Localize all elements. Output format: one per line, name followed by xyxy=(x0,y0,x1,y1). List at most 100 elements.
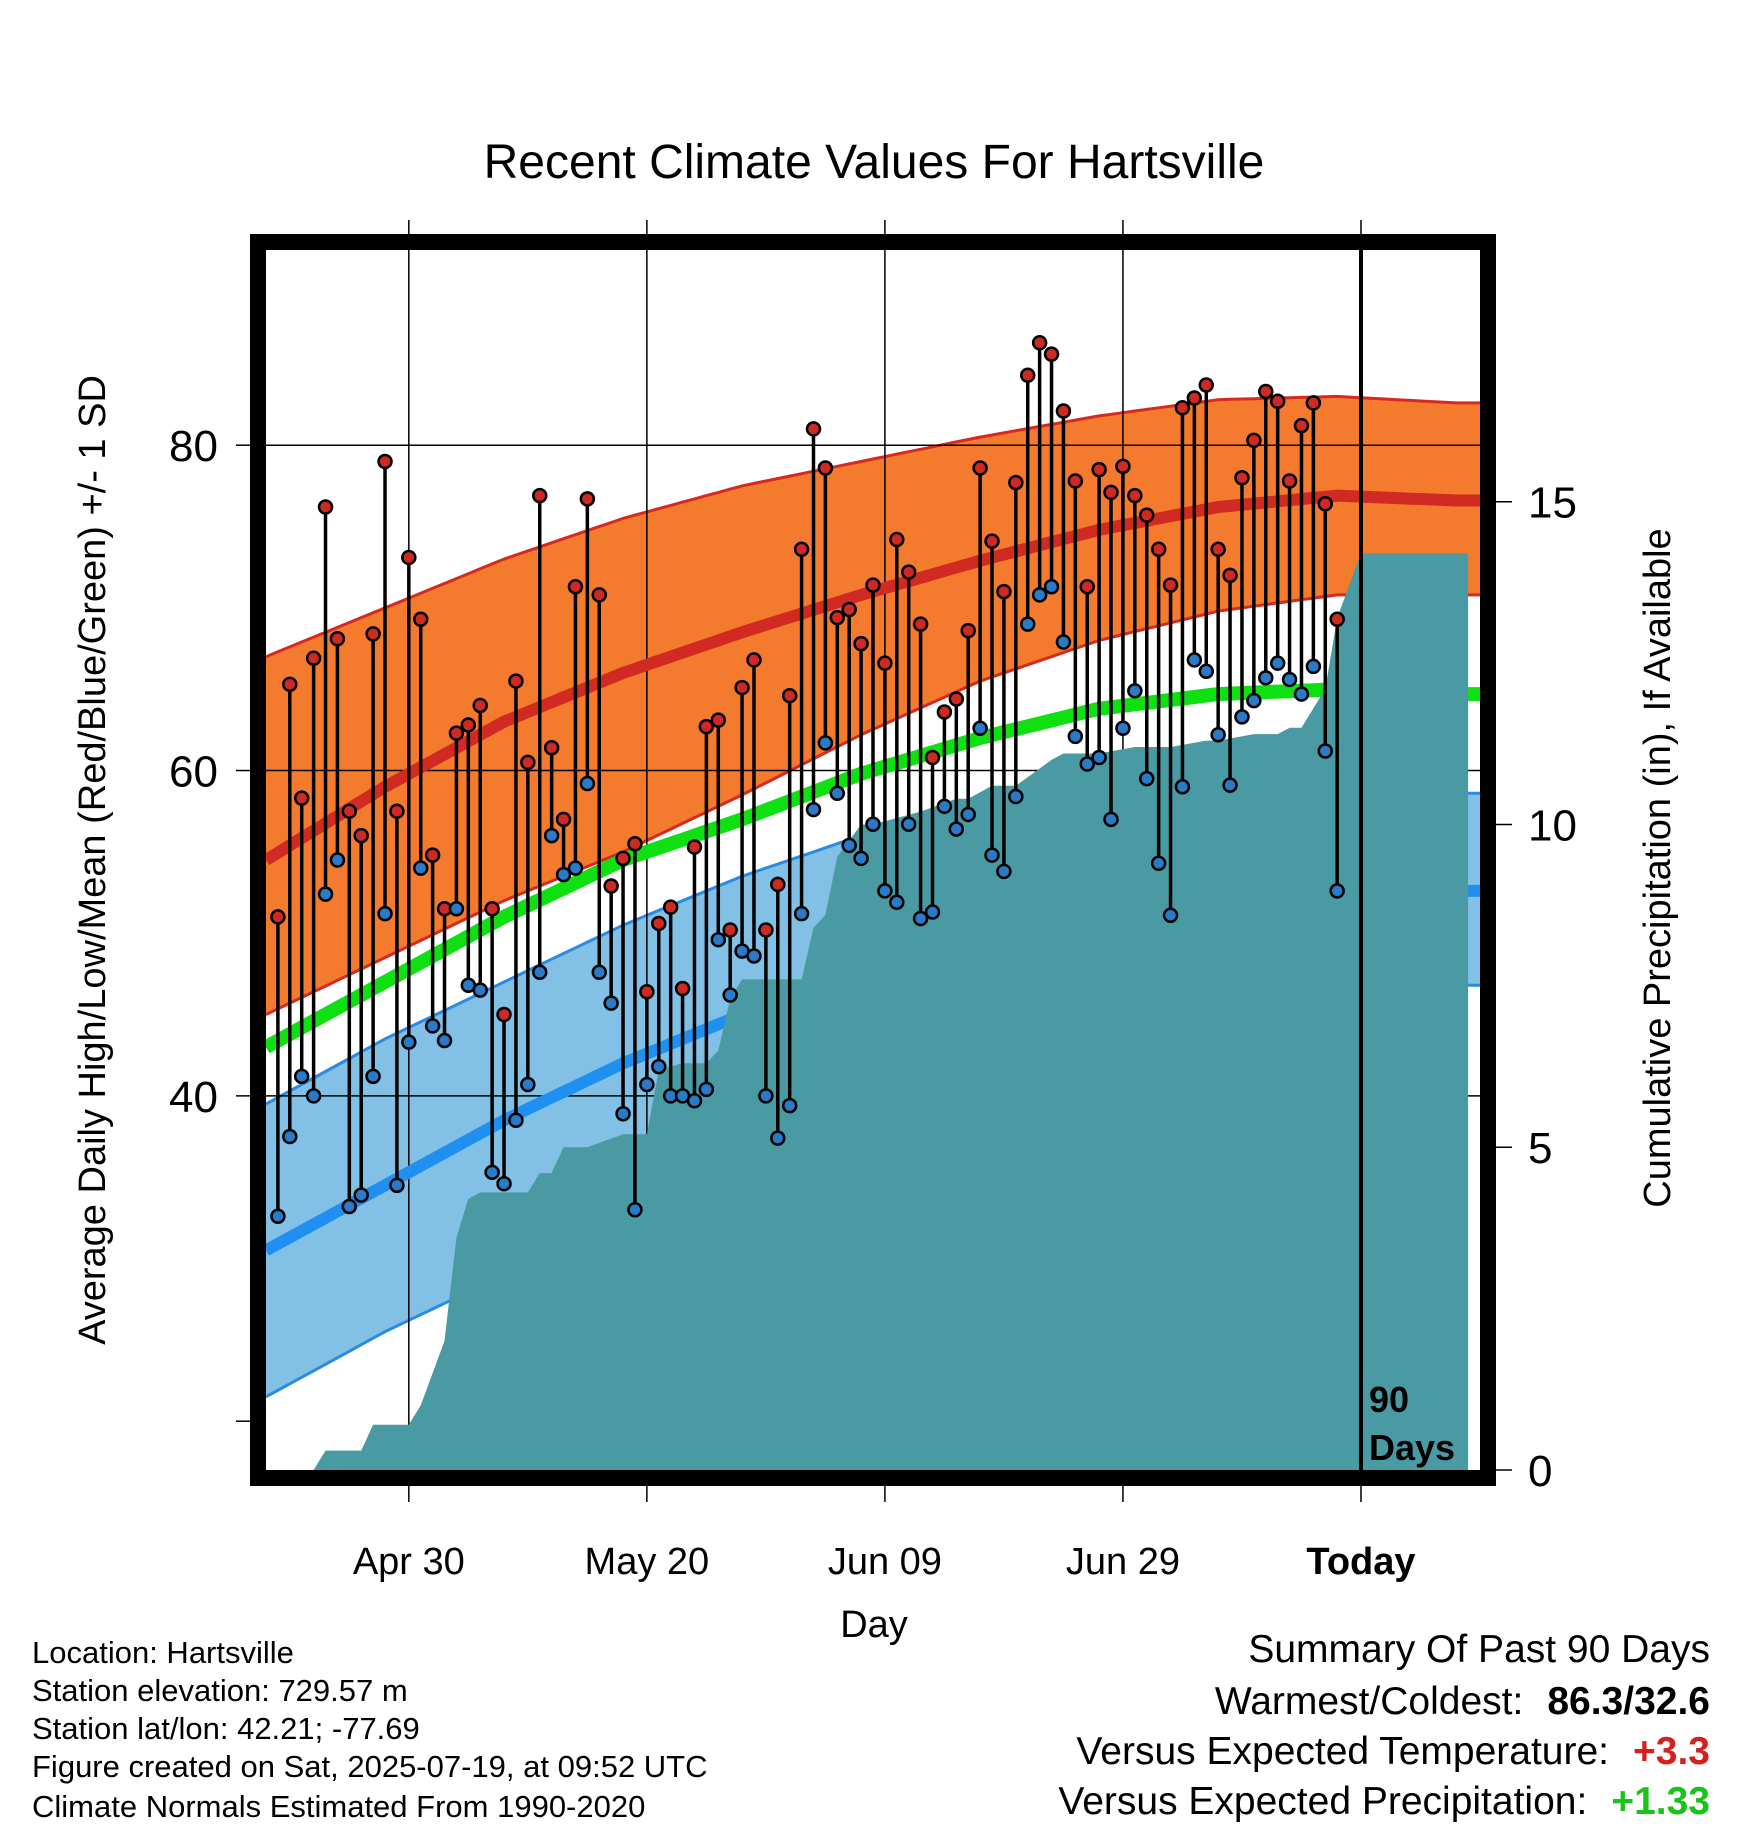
daily-low-point xyxy=(948,821,965,837)
daily-low-point xyxy=(1055,634,1072,650)
x-tick-label: Apr 30 xyxy=(353,1541,465,1583)
daily-high-point xyxy=(1210,541,1226,558)
daily-low-point xyxy=(698,1081,715,1098)
daily-high-point xyxy=(591,587,608,603)
daily-low-point xyxy=(781,1097,798,1114)
daily-high-point xyxy=(805,421,822,437)
daily-low-point xyxy=(829,785,846,802)
daily-low-point xyxy=(984,847,1000,863)
summary-title: Summary Of Past 90 Days xyxy=(1248,1628,1710,1672)
daily-high-point xyxy=(460,717,477,733)
daily-low-point xyxy=(1162,907,1179,924)
precip-label: Versus Expected Precipitation: xyxy=(1058,1780,1588,1823)
daily-high-point xyxy=(996,583,1012,600)
daily-low-point xyxy=(615,1106,631,1122)
info-location: Location: Hartsville xyxy=(32,1635,294,1670)
daily-low-point xyxy=(1031,587,1048,603)
daily-high-point xyxy=(639,984,655,1000)
daily-high-point xyxy=(615,850,631,867)
daily-high-point xyxy=(877,655,893,671)
summary-temperature: Versus Expected Temperature: +3.3 xyxy=(1076,1730,1710,1774)
daily-low-point xyxy=(1008,788,1024,805)
daily-low-point xyxy=(817,735,834,751)
daily-low-point xyxy=(329,852,346,868)
daily-low-point xyxy=(341,1198,358,1215)
daily-high-point xyxy=(567,578,584,595)
summary-precipitation: Versus Expected Precipitation: +1.33 xyxy=(1058,1780,1710,1824)
daily-high-point xyxy=(389,803,405,819)
daily-high-point xyxy=(758,922,774,938)
daily-low-point xyxy=(555,866,572,883)
daily-low-point xyxy=(686,1092,703,1109)
plot-frame xyxy=(250,234,1496,1486)
daily-low-point xyxy=(793,905,810,922)
daily-low-point xyxy=(579,775,596,792)
daily-high-point xyxy=(1091,461,1107,478)
daily-high-point xyxy=(1222,567,1238,584)
daily-low-point xyxy=(1246,692,1262,709)
daily-high-point xyxy=(1055,403,1072,419)
precip-value: +1.33 xyxy=(1611,1780,1710,1823)
daily-low-point xyxy=(1305,658,1322,675)
plot-area: 90 Days xyxy=(266,250,1480,1470)
y-tick-label: 40 xyxy=(169,1073,218,1122)
daily-high-point xyxy=(817,460,834,476)
daily-low-point xyxy=(865,816,881,832)
daily-high-point xyxy=(710,712,727,728)
daily-low-point xyxy=(282,1128,298,1145)
axes: 40 60 80 0 5 10 15 Apr 30 May 20 Jun 09 Jun 29 Toda… xyxy=(169,220,1577,1583)
daily-low-point xyxy=(936,798,953,815)
daily-low-point xyxy=(508,1112,524,1129)
y2-tick-label: 10 xyxy=(1528,801,1577,850)
daily-high-point xyxy=(531,487,548,504)
daily-high-point xyxy=(472,697,488,714)
daily-high-point xyxy=(603,878,619,894)
daily-high-point xyxy=(448,725,465,741)
daily-low-point xyxy=(401,1034,417,1050)
daily-low-point xyxy=(960,806,976,823)
info-latlon: Station lat/lon: 42.21; -77.69 xyxy=(32,1711,420,1746)
daily-high-point xyxy=(1162,577,1179,593)
daily-high-point xyxy=(1103,484,1119,501)
daily-low-point xyxy=(1103,811,1119,828)
daily-high-point xyxy=(662,899,679,915)
daily-low-point xyxy=(472,982,488,998)
info-normals: Climate Normals Estimated From 1990-2020 xyxy=(32,1789,646,1824)
daily-low-point xyxy=(436,1032,453,1049)
daily-low-point xyxy=(1317,743,1334,759)
daily-low-point xyxy=(1281,671,1298,688)
warm-cold-label: Warmest/Coldest: xyxy=(1214,1680,1524,1723)
daily-high-point xyxy=(734,679,750,696)
daily-low-point xyxy=(1115,720,1131,736)
daily-high-point xyxy=(484,901,500,917)
daily-high-point xyxy=(1115,458,1131,475)
daily-high-point xyxy=(555,811,572,828)
daily-high-point xyxy=(829,609,846,626)
chart-title: Recent Climate Values For Hartsville xyxy=(484,136,1265,189)
daily-high-point xyxy=(270,909,286,925)
daily-low-point xyxy=(591,964,608,980)
daily-low-point xyxy=(841,837,857,854)
daily-low-point xyxy=(1329,883,1345,899)
daily-low-point xyxy=(317,886,334,902)
daily-high-point xyxy=(1234,469,1250,486)
daily-low-point xyxy=(651,1058,667,1075)
daily-high-point xyxy=(651,915,667,932)
daily-high-point xyxy=(293,790,310,806)
daily-low-point xyxy=(1174,779,1191,795)
daily-high-point xyxy=(341,803,358,819)
daily-high-point xyxy=(1079,578,1095,595)
daily-high-point xyxy=(948,691,965,707)
daily-high-point xyxy=(496,1006,512,1023)
daily-low-point xyxy=(710,931,727,948)
daily-high-point xyxy=(520,754,536,771)
daily-high-point xyxy=(1008,474,1024,491)
daily-high-point xyxy=(329,631,346,647)
daily-low-point xyxy=(1067,728,1084,745)
daily-low-point xyxy=(603,995,619,1011)
daily-low-point xyxy=(484,1164,500,1181)
daily-low-point xyxy=(1150,855,1167,872)
daily-high-point xyxy=(508,673,524,689)
daily-low-point xyxy=(877,883,893,899)
